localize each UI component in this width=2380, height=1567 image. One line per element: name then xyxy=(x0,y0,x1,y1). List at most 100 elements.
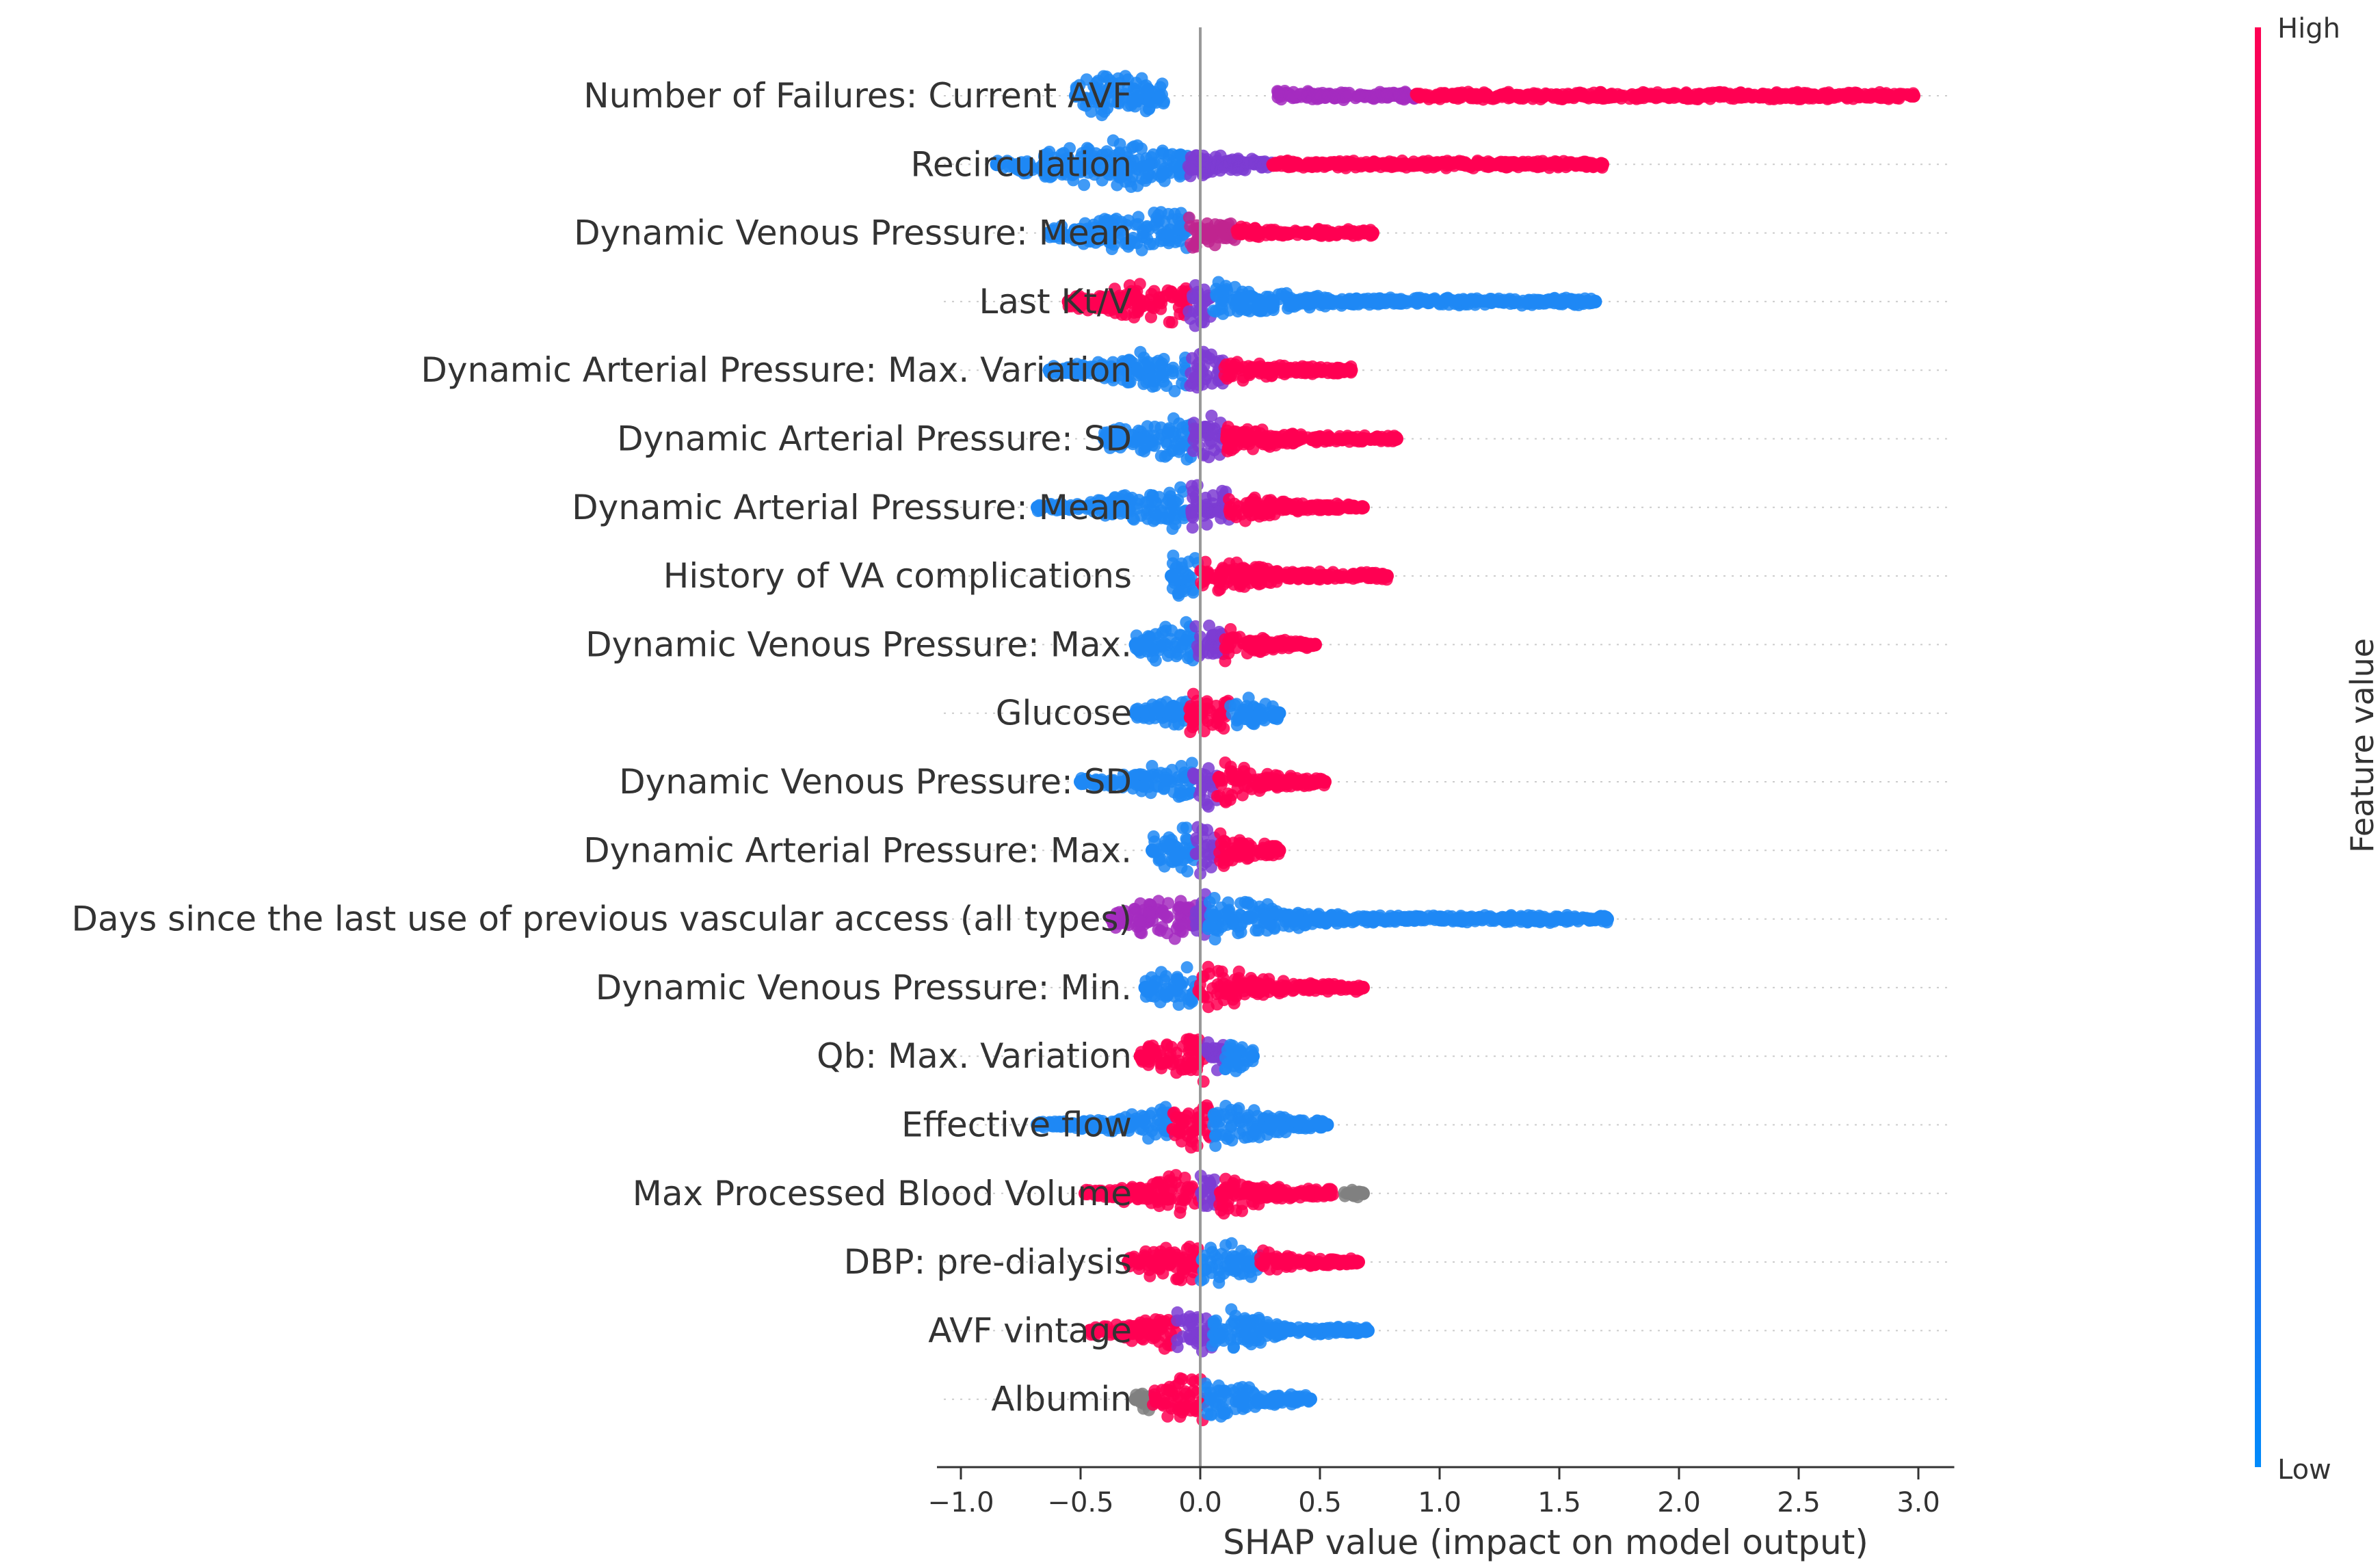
shap-point xyxy=(1583,92,1596,105)
shap-point xyxy=(1211,790,1224,802)
shap-point xyxy=(1184,711,1197,724)
feature-swarm xyxy=(1042,206,1379,256)
shap-point xyxy=(1335,158,1348,171)
shap-point xyxy=(1260,437,1273,450)
shap-point xyxy=(1414,91,1426,104)
shap-point xyxy=(1192,440,1205,453)
shap-point xyxy=(1379,297,1392,310)
shap-point xyxy=(1491,295,1504,308)
shap-point xyxy=(1096,174,1109,187)
extreme-point xyxy=(1390,432,1403,446)
shap-point xyxy=(1126,93,1139,105)
shap-point xyxy=(1256,712,1269,725)
shap-point xyxy=(1283,228,1296,241)
shap-point xyxy=(1283,639,1296,652)
shap-point xyxy=(1379,157,1392,170)
shap-point xyxy=(1020,159,1033,172)
shap-point xyxy=(1089,147,1102,160)
shap-point xyxy=(1215,778,1228,791)
shap-point xyxy=(1067,174,1080,187)
shap-point xyxy=(1747,90,1760,103)
feature-swarm xyxy=(990,134,1609,194)
shap-point xyxy=(1277,774,1289,787)
shap-point xyxy=(1266,158,1279,171)
extreme-point xyxy=(1344,363,1358,378)
shap-point xyxy=(1280,366,1293,379)
shap-point xyxy=(1186,289,1199,302)
shap-point xyxy=(1167,430,1180,443)
shap-point xyxy=(1511,91,1524,104)
shap-point xyxy=(1324,156,1337,169)
shap-point xyxy=(1226,707,1239,720)
shap-point xyxy=(1133,914,1146,927)
shap-point xyxy=(1166,523,1179,535)
shap-point xyxy=(1179,789,1192,801)
shap-point xyxy=(1804,90,1817,103)
shap-point xyxy=(1608,91,1621,103)
shap-point xyxy=(1581,160,1594,173)
shap-point xyxy=(1245,290,1258,303)
shap-point xyxy=(1078,179,1091,192)
shap-point xyxy=(1142,159,1155,172)
shap-point xyxy=(1512,912,1525,925)
shap-point xyxy=(1248,638,1261,651)
shap-point xyxy=(1147,148,1160,161)
shap-point xyxy=(1321,572,1334,585)
shap-point xyxy=(1133,153,1146,166)
shap-point xyxy=(1160,289,1172,302)
feature-swarm xyxy=(1069,70,1920,122)
shap-point xyxy=(1533,295,1546,308)
shap-point xyxy=(1489,92,1502,105)
shap-point xyxy=(1367,910,1380,923)
extreme-point xyxy=(1380,569,1394,583)
shap-point xyxy=(1412,912,1425,925)
shap-point xyxy=(1098,105,1111,118)
shap-point xyxy=(1265,369,1278,382)
extreme-point xyxy=(1318,775,1332,789)
shap-point xyxy=(1187,485,1200,498)
shap-point xyxy=(1162,493,1175,506)
shap-point xyxy=(1152,222,1165,235)
shap-point xyxy=(1527,159,1540,172)
shap-point xyxy=(1256,161,1269,174)
shap-point xyxy=(1295,567,1308,580)
shap-point xyxy=(1174,481,1187,494)
shap-point xyxy=(1162,897,1175,910)
shap-point xyxy=(1305,157,1318,170)
shap-point xyxy=(1152,923,1165,936)
shap-point xyxy=(1206,489,1219,502)
shap-point xyxy=(1184,726,1197,739)
shap-point xyxy=(1526,92,1539,105)
shap-point xyxy=(1132,211,1145,224)
shap-point xyxy=(1280,155,1293,168)
shap-point xyxy=(1823,86,1836,99)
shap-point xyxy=(1246,912,1259,924)
shap-point xyxy=(1308,88,1321,101)
shap-point xyxy=(1271,635,1284,648)
shap-point xyxy=(1861,89,1874,101)
shap-point xyxy=(1732,88,1745,101)
extreme-point xyxy=(1356,500,1370,514)
shap-point xyxy=(1254,360,1267,373)
shap-point xyxy=(1340,90,1353,103)
shap-point xyxy=(1152,702,1165,715)
shap-point xyxy=(1261,898,1274,911)
shap-point xyxy=(1196,824,1209,837)
shap-point xyxy=(1272,85,1285,98)
extreme-point xyxy=(990,157,1004,172)
shap-point xyxy=(1173,445,1185,458)
shap-point xyxy=(1106,228,1119,241)
shap-point xyxy=(1340,432,1353,445)
shap-point xyxy=(1056,166,1069,179)
shap-point xyxy=(1135,172,1148,185)
shap-point xyxy=(1156,168,1169,181)
shap-point xyxy=(1234,909,1247,921)
shap-point xyxy=(1247,570,1260,583)
shap-point xyxy=(1543,912,1556,925)
shap-point xyxy=(1321,227,1334,240)
shap-point xyxy=(1288,914,1301,927)
shap-point xyxy=(1220,358,1232,371)
feature-swarm xyxy=(1105,888,1614,946)
shap-point xyxy=(1164,633,1177,646)
